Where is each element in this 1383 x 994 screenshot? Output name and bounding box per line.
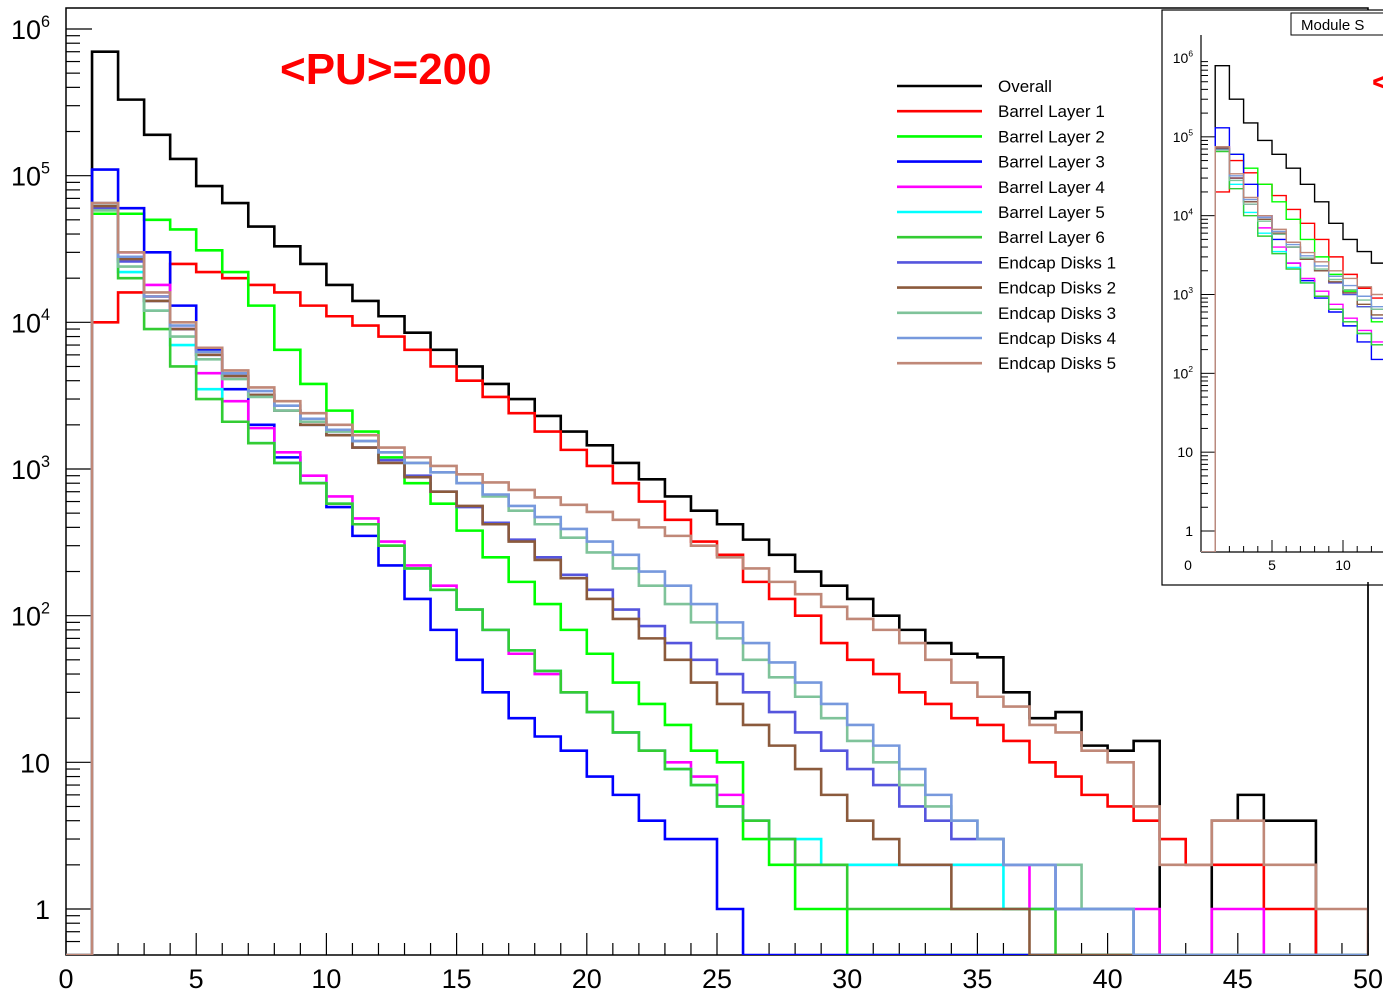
- inset-y-tick-label: 102: [1173, 364, 1194, 381]
- inset-title-box: [1290, 12, 1383, 36]
- series-line-6: [66, 209, 1368, 955]
- inset-series-line-11: [1201, 145, 1383, 552]
- legend-entry-label: Barrel Layer 2: [998, 127, 1105, 146]
- series-line-3: [66, 168, 1368, 955]
- series-line-10: [66, 201, 1368, 955]
- x-tick-label: 15: [442, 964, 472, 994]
- x-tick-label: 20: [572, 964, 602, 994]
- pileup-annotation: <PU>=200: [280, 45, 492, 94]
- series-line-11: [66, 201, 1368, 955]
- x-tick-label: 40: [1093, 964, 1123, 994]
- y-tick-label: 1: [35, 895, 50, 925]
- x-tick-label: 50: [1353, 964, 1383, 994]
- series-line-1: [66, 262, 1368, 955]
- legend-entry-label: Endcap Disks 3: [998, 304, 1116, 323]
- legend-entry-label: Barrel Layer 6: [998, 228, 1105, 247]
- inset-series-line-1: [1201, 159, 1383, 552]
- inset-x-tick-label: 0: [1184, 557, 1192, 573]
- inset-y-tick-label: 106: [1173, 49, 1194, 66]
- inset-series-line-10: [1201, 145, 1383, 552]
- legend-entry-label: Overall: [998, 77, 1052, 96]
- y-tick-label: 104: [11, 306, 50, 338]
- inset-y-tick-label: 1: [1185, 523, 1193, 539]
- x-tick-label: 45: [1223, 964, 1253, 994]
- inset-annotation: <: [1372, 66, 1383, 99]
- inset-frame: [1161, 9, 1383, 586]
- inset-histogram-plot: Module S 1 10 102 103 104 105 106 0 5 10 <: [1161, 9, 1383, 955]
- y-tick-label: 106: [11, 13, 50, 45]
- inset-title: Module S: [1301, 17, 1364, 34]
- x-tick-label: 30: [832, 964, 862, 994]
- x-tick-label: 0: [58, 964, 73, 994]
- inset-x-tick-label: 5: [1268, 557, 1276, 573]
- legend-entry-label: Barrel Layer 1: [998, 102, 1105, 121]
- inset-x-tick-label: 10: [1335, 557, 1351, 573]
- y-tick-label: 10: [20, 748, 50, 778]
- legend-entry-label: Endcap Disks 1: [998, 253, 1116, 272]
- y-tick-label: 103: [11, 453, 50, 485]
- inset-series-line-9: [1201, 149, 1383, 552]
- inset-y-tick-label: 103: [1173, 285, 1194, 302]
- legend-entry-label: Endcap Disks 2: [998, 279, 1116, 298]
- inset-series-line-0: [1201, 64, 1383, 552]
- legend-entry-label: Endcap Disks 4: [998, 329, 1116, 348]
- legend-entry-label: Barrel Layer 5: [998, 203, 1105, 222]
- x-tick-label: 25: [702, 964, 732, 994]
- legend-entry-label: Barrel Layer 3: [998, 153, 1105, 172]
- series-line-2: [66, 212, 1368, 955]
- x-tick-label: 5: [189, 964, 204, 994]
- legend-entry-label: Barrel Layer 4: [998, 178, 1105, 197]
- inset-y-tick-label: 10: [1177, 444, 1193, 460]
- inset-series-line-6: [1201, 150, 1383, 552]
- legend-entry-label: Endcap Disks 5: [998, 354, 1116, 373]
- y-tick-label: 102: [11, 600, 50, 632]
- x-tick-label: 35: [962, 964, 992, 994]
- inset-y-tick-label: 105: [1173, 128, 1194, 145]
- legend: Overall Barrel Layer 1 Barrel Layer 2 Barre…: [897, 77, 1116, 373]
- x-tick-label: 10: [311, 964, 341, 994]
- inset-y-tick-label: 104: [1173, 206, 1194, 223]
- y-tick-label: 105: [11, 160, 50, 192]
